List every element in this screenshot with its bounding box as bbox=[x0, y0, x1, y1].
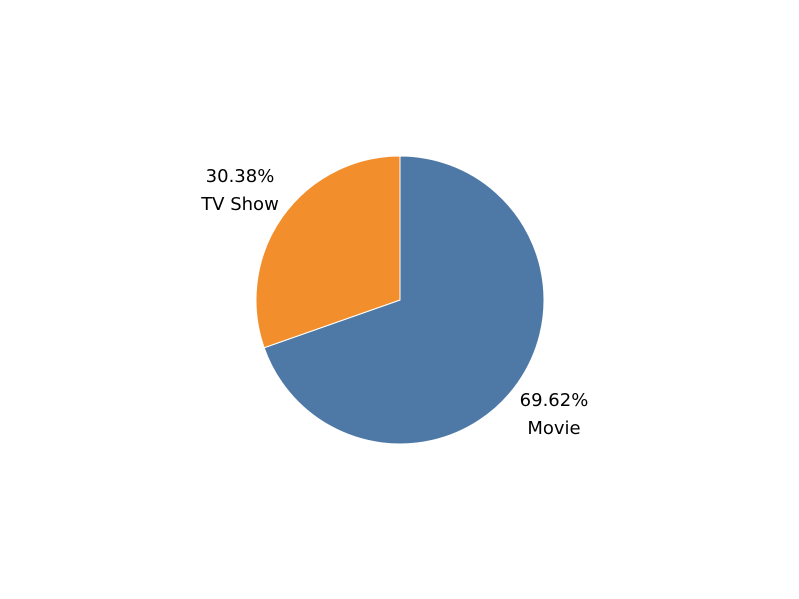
slice-label-group-tv-show: 30.38% TV Show bbox=[200, 166, 279, 215]
pie-slices bbox=[255, 155, 545, 445]
pie-slice-movie bbox=[263, 155, 545, 445]
slice-category-label-tv-show: TV Show bbox=[200, 194, 279, 215]
slice-category-label-movie: Movie bbox=[527, 418, 580, 439]
slice-percent-label-tv-show: 30.38% bbox=[206, 166, 275, 187]
pie-slice-tv-show bbox=[255, 155, 401, 349]
slice-percent-label-movie: 69.62% bbox=[520, 390, 589, 411]
slice-label-group-movie: 69.62% Movie bbox=[520, 390, 589, 439]
